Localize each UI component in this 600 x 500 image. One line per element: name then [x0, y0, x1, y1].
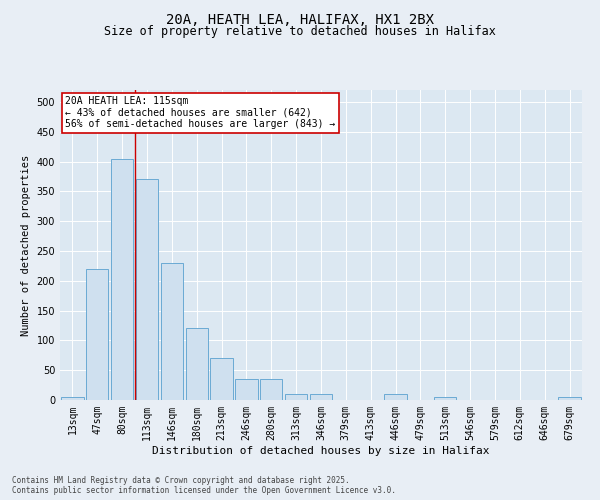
- Text: Size of property relative to detached houses in Halifax: Size of property relative to detached ho…: [104, 25, 496, 38]
- Bar: [136, 180, 158, 400]
- Bar: [434, 397, 457, 400]
- Bar: [310, 394, 332, 400]
- Bar: [285, 394, 307, 400]
- Y-axis label: Number of detached properties: Number of detached properties: [21, 154, 31, 336]
- Bar: [260, 379, 283, 400]
- Bar: [235, 379, 257, 400]
- Text: 20A HEATH LEA: 115sqm
← 43% of detached houses are smaller (642)
56% of semi-det: 20A HEATH LEA: 115sqm ← 43% of detached …: [65, 96, 335, 130]
- Bar: [61, 397, 83, 400]
- Bar: [86, 269, 109, 400]
- Bar: [111, 158, 133, 400]
- X-axis label: Distribution of detached houses by size in Halifax: Distribution of detached houses by size …: [152, 446, 490, 456]
- Bar: [385, 394, 407, 400]
- Bar: [559, 397, 581, 400]
- Bar: [211, 358, 233, 400]
- Bar: [161, 263, 183, 400]
- Text: 20A, HEATH LEA, HALIFAX, HX1 2BX: 20A, HEATH LEA, HALIFAX, HX1 2BX: [166, 12, 434, 26]
- Text: Contains HM Land Registry data © Crown copyright and database right 2025.
Contai: Contains HM Land Registry data © Crown c…: [12, 476, 396, 495]
- Bar: [185, 328, 208, 400]
